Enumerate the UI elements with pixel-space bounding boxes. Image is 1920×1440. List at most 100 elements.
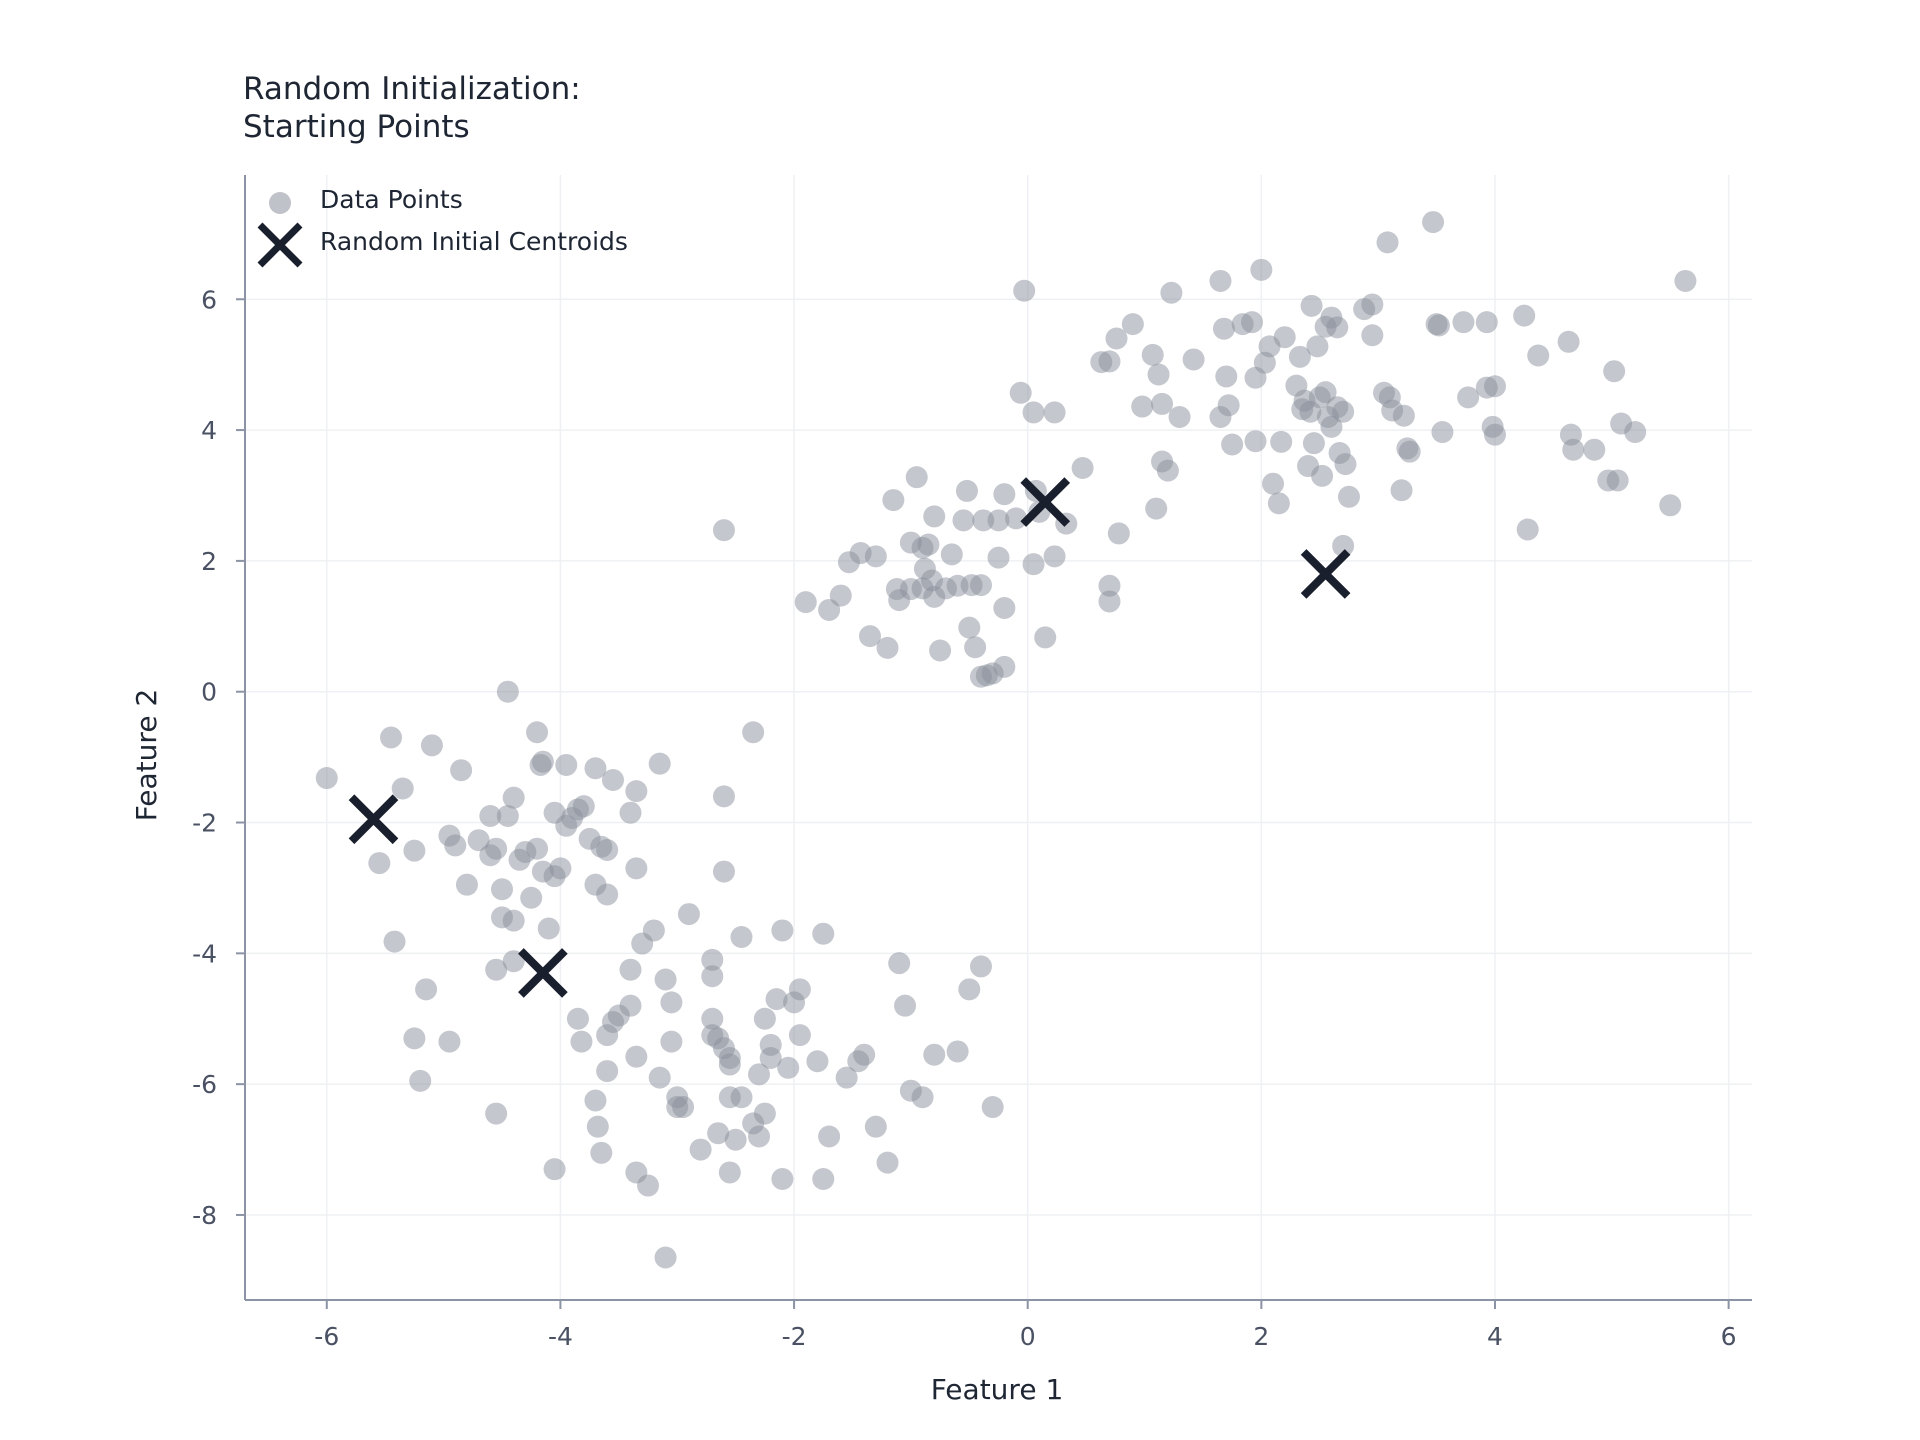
data-point	[753, 1102, 776, 1125]
data-point	[438, 1030, 461, 1053]
data-point	[1483, 423, 1506, 446]
data-point	[1071, 457, 1094, 480]
data-point	[812, 922, 835, 945]
data-point	[444, 834, 467, 857]
data-point	[1244, 430, 1267, 453]
data-point	[383, 930, 406, 953]
data-point	[1302, 432, 1325, 455]
data-point	[1361, 324, 1384, 347]
data-point	[1156, 459, 1179, 482]
data-point	[1326, 316, 1349, 339]
chart-title-line-1: Random Initialization:	[243, 71, 581, 107]
data-point	[1603, 360, 1626, 383]
data-point	[993, 483, 1016, 506]
x-tick-label: 0	[1020, 1322, 1036, 1351]
data-point	[619, 994, 642, 1017]
data-point	[625, 1045, 648, 1068]
data-point	[1105, 327, 1128, 350]
data-point	[864, 545, 887, 568]
data-point	[1209, 269, 1232, 292]
data-point	[718, 1161, 741, 1184]
data-point	[1009, 381, 1032, 404]
data-point	[403, 1027, 426, 1050]
chart-title-line-2: Starting Points	[243, 109, 470, 145]
data-point	[888, 952, 911, 975]
data-point	[420, 734, 443, 757]
y-tick-label: 2	[201, 547, 217, 576]
data-point	[596, 883, 619, 906]
data-point	[1005, 507, 1028, 530]
data-point	[1300, 294, 1323, 317]
data-point	[601, 769, 624, 792]
data-point	[946, 1040, 969, 1063]
data-point	[1267, 492, 1290, 515]
data-point	[742, 721, 765, 744]
data-point	[1098, 574, 1121, 597]
data-point	[812, 1167, 835, 1190]
data-point	[958, 978, 981, 1001]
data-point	[660, 991, 683, 1014]
data-point	[531, 750, 554, 773]
centroid-marker	[1020, 477, 1071, 527]
data-point	[479, 804, 502, 827]
data-point	[1427, 314, 1450, 337]
data-point	[806, 1050, 829, 1073]
data-point	[1361, 293, 1384, 316]
legend-data-points-marker	[269, 192, 291, 214]
data-point	[818, 1125, 841, 1148]
data-point	[1431, 421, 1454, 444]
data-point	[771, 919, 794, 942]
data-point	[1250, 258, 1273, 281]
data-point	[502, 909, 525, 932]
data-point	[724, 1128, 747, 1151]
data-point	[625, 780, 648, 803]
data-point	[1168, 406, 1191, 429]
data-point	[1273, 326, 1296, 349]
legend: Data Points Random Initial Centroids	[257, 185, 628, 268]
data-point	[771, 1167, 794, 1190]
data-point	[1043, 401, 1066, 424]
data-point	[1337, 485, 1360, 508]
data-point	[654, 1246, 677, 1269]
x-axis-label: Feature 1	[931, 1373, 1064, 1406]
data-point	[584, 757, 607, 780]
data-point	[911, 1086, 934, 1109]
data-point	[526, 837, 549, 860]
data-point	[923, 505, 946, 528]
y-tick-label: -2	[192, 809, 217, 838]
x-tick-label: 4	[1487, 1322, 1503, 1351]
y-tick-label: -8	[192, 1201, 217, 1230]
data-point	[570, 1030, 593, 1053]
data-point	[1121, 313, 1144, 336]
data-point	[730, 1086, 753, 1109]
data-point	[520, 886, 543, 909]
data-point	[1160, 281, 1183, 304]
data-point	[596, 1060, 619, 1083]
data-point	[672, 1096, 695, 1119]
data-point	[1182, 348, 1205, 371]
data-point	[677, 903, 700, 926]
data-point	[537, 917, 560, 940]
data-point	[648, 1066, 671, 1089]
data-point	[596, 839, 619, 861]
data-point	[496, 804, 519, 827]
legend-centroid-marker	[257, 222, 303, 268]
data-point	[753, 1007, 776, 1030]
data-point	[1141, 343, 1164, 366]
data-point	[1583, 438, 1606, 461]
x-tick-label: 6	[1721, 1322, 1737, 1351]
data-point	[1314, 381, 1337, 404]
y-axis-label: Feature 2	[130, 689, 163, 822]
centroid-marker	[518, 948, 568, 998]
grid-lines	[245, 175, 1752, 1300]
data-point	[1483, 375, 1506, 398]
data-point	[1624, 421, 1647, 444]
data-point	[637, 1174, 660, 1197]
data-point	[584, 1089, 607, 1112]
data-point	[642, 919, 665, 942]
data-point	[467, 829, 490, 852]
data-point	[1306, 335, 1329, 358]
data-point	[718, 1053, 741, 1076]
data-point	[572, 795, 595, 818]
data-point	[917, 533, 940, 556]
